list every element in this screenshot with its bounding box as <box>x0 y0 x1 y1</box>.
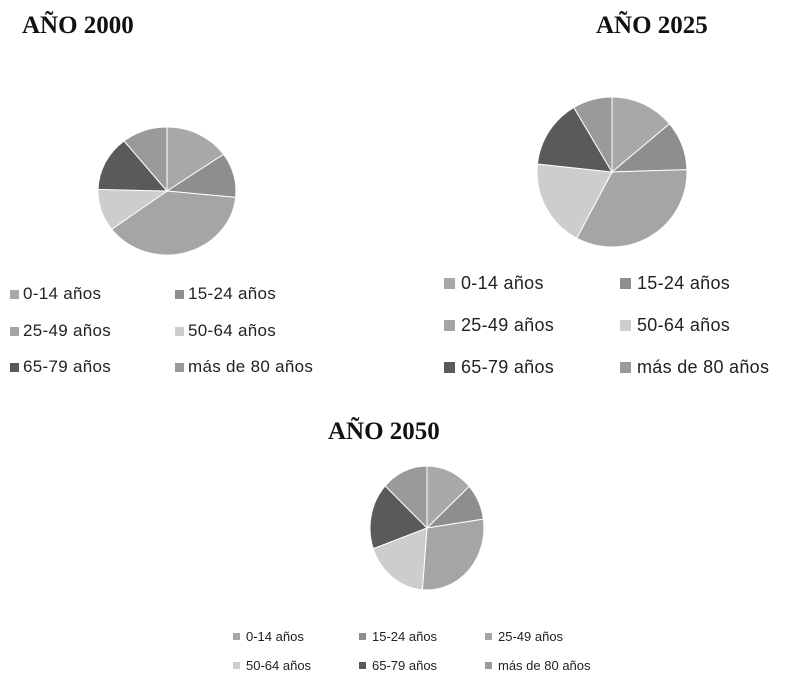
legend-swatch <box>444 320 455 331</box>
legend-2000: 0-14 años 15-24 años 25-49 años 50-64 años 6… <box>10 284 350 384</box>
legend-label: 25-49 años <box>498 629 564 644</box>
legend-label: más de 80 años <box>637 357 770 377</box>
pie-slices-2025 <box>536 96 688 248</box>
legend-label: 15-24 años <box>372 629 438 644</box>
chart-title-2025: AÑO 2025 <box>596 12 708 39</box>
legend-item-2000-mas-de-80-anos: más de 80 años <box>175 357 313 377</box>
pie-slice-2025-50-64-anos <box>536 163 613 239</box>
pie-slice-2000-25-49-anos <box>110 190 237 256</box>
legend-item-2025-65-79-anos: 65-79 años <box>444 357 554 378</box>
legend-label: más de 80 años <box>498 658 591 673</box>
legend-swatch <box>444 362 455 373</box>
legend-item-2000-50-64-anos: 50-64 años <box>175 321 276 341</box>
legend-label: 65-79 años <box>23 357 112 376</box>
legend-swatch <box>10 326 19 336</box>
legend-label: 50-64 años <box>637 315 731 335</box>
legend-item-2050-mas-de-80-anos: más de 80 años <box>485 658 591 673</box>
legend-item-2025-25-49-anos: 25-49 años <box>444 315 554 336</box>
pie-slice-2025-25-49-anos <box>576 169 688 248</box>
legend-item-2025-15-24-anos: 15-24 años <box>620 273 730 294</box>
legend-swatch <box>620 278 631 289</box>
legend-label: 0-14 años <box>23 284 102 303</box>
pie-slice-2000-65-79-anos <box>97 140 169 192</box>
legend-swatch <box>10 289 19 299</box>
legend-label: 0-14 años <box>246 629 304 644</box>
legend-label: 15-24 años <box>637 273 731 293</box>
pie-slice-2050-25-49-anos <box>421 518 485 591</box>
legend-swatch <box>10 362 19 372</box>
legend-label: 0-14 años <box>461 273 544 293</box>
chart-title-2000: AÑO 2000 <box>22 12 134 39</box>
pie-slice-2025-mas-de-80-anos <box>573 96 613 174</box>
legend-item-2050-0-14-anos: 0-14 años <box>233 629 304 644</box>
legend-item-2025-50-64-anos: 50-64 años <box>620 315 730 336</box>
legend-item-2000-65-79-anos: 65-79 años <box>10 357 111 377</box>
pie-slices-2000 <box>97 126 237 256</box>
legend-swatch <box>359 662 366 669</box>
legend-label: 25-49 años <box>461 315 555 335</box>
legend-label: 15-24 años <box>188 284 277 303</box>
pie-slice-2025-65-79-anos <box>536 106 613 173</box>
legend-item-2000-15-24-anos: 15-24 años <box>175 284 276 304</box>
legend-item-2025-0-14-anos: 0-14 años <box>444 273 544 294</box>
legend-item-2000-0-14-anos: 0-14 años <box>10 284 101 304</box>
legend-label: 65-79 años <box>461 357 555 377</box>
pie-chart-2050 <box>369 465 485 591</box>
legend-label: 65-79 años <box>372 658 438 673</box>
legend-swatch <box>620 320 631 331</box>
legend-swatch <box>175 362 184 372</box>
pie-slice-2050-65-79-anos <box>369 485 428 550</box>
legend-item-2050-50-64-anos: 50-64 años <box>233 658 311 673</box>
legend-item-2050-15-24-anos: 15-24 años <box>359 629 437 644</box>
pie-slice-2050-mas-de-80-anos <box>384 465 428 530</box>
legend-swatch <box>485 662 492 669</box>
legend-item-2050-25-49-anos: 25-49 años <box>485 629 563 644</box>
pie-slices-2050 <box>369 465 485 591</box>
legend-2025: 0-14 años 15-24 años 25-49 años 50-64 años 6… <box>444 273 789 383</box>
pie-slice-2000-0-14-anos <box>166 126 225 192</box>
pie-slice-2000-mas-de-80-anos <box>123 126 168 193</box>
legend-swatch <box>233 662 240 669</box>
legend-swatch <box>444 278 455 289</box>
legend-2050: 0-14 años 15-24 años 25-49 años 50-64 años 6… <box>233 629 613 674</box>
legend-swatch <box>359 633 366 640</box>
legend-label: 25-49 años <box>23 321 112 340</box>
chart-title-2050: AÑO 2050 <box>328 418 440 445</box>
legend-swatch <box>175 289 184 299</box>
legend-item-2050-65-79-anos: 65-79 años <box>359 658 437 673</box>
pie-slice-2050-50-64-anos <box>372 527 428 591</box>
pie-chart-2025 <box>536 96 688 248</box>
legend-swatch <box>233 633 240 640</box>
pie-chart-2000 <box>97 126 237 256</box>
pie-slice-2025-0-14-anos <box>611 96 671 174</box>
legend-label: 50-64 años <box>246 658 312 673</box>
legend-label: 50-64 años <box>188 321 277 340</box>
legend-swatch <box>620 362 631 373</box>
legend-swatch <box>485 633 492 640</box>
legend-swatch <box>175 326 184 336</box>
legend-item-2025-mas-de-80-anos: más de 80 años <box>620 357 769 378</box>
legend-label: más de 80 años <box>188 357 314 376</box>
legend-item-2000-25-49-anos: 25-49 años <box>10 321 111 341</box>
